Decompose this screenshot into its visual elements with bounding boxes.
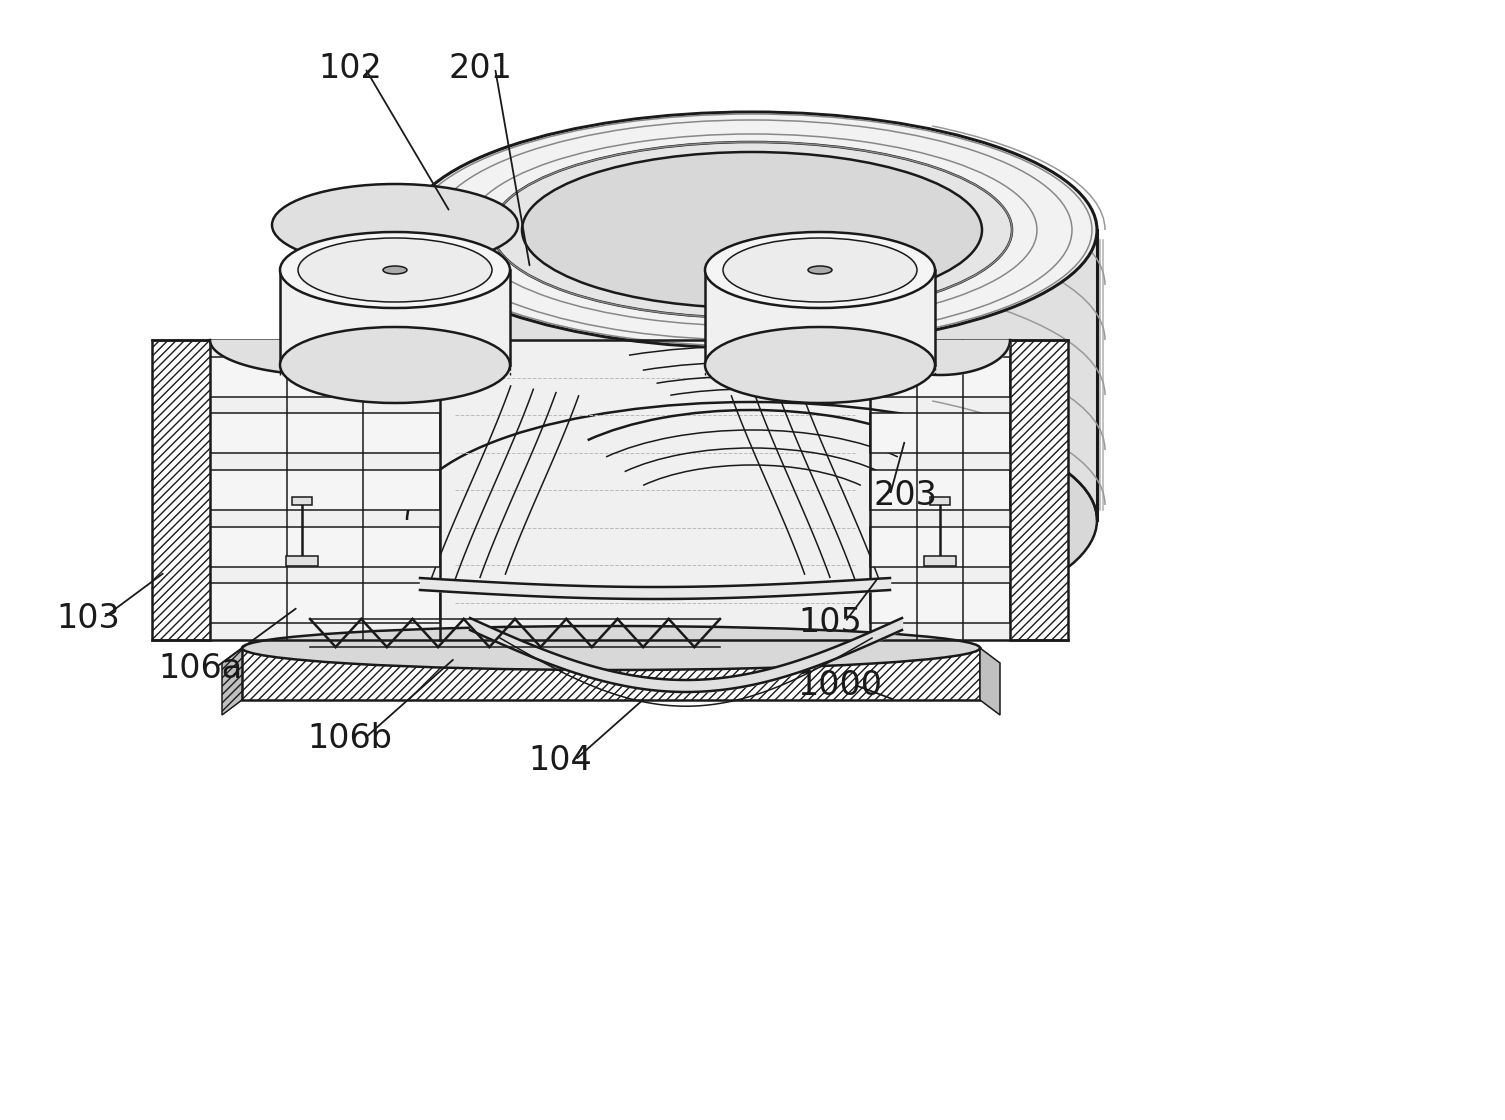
Ellipse shape <box>492 142 1011 318</box>
Ellipse shape <box>704 232 935 308</box>
Polygon shape <box>1010 340 1069 640</box>
Ellipse shape <box>522 152 981 308</box>
Ellipse shape <box>280 232 510 308</box>
Ellipse shape <box>406 112 1097 348</box>
Polygon shape <box>211 356 439 396</box>
Ellipse shape <box>722 239 917 302</box>
Text: 104: 104 <box>528 744 591 776</box>
Text: 106a: 106a <box>158 652 242 684</box>
Ellipse shape <box>272 184 518 267</box>
Polygon shape <box>406 230 1097 520</box>
Polygon shape <box>704 270 935 365</box>
Polygon shape <box>211 584 439 624</box>
Polygon shape <box>924 556 956 566</box>
Polygon shape <box>292 497 312 505</box>
Polygon shape <box>439 340 870 640</box>
Text: 106b: 106b <box>307 721 393 755</box>
Ellipse shape <box>697 184 944 267</box>
Ellipse shape <box>808 267 832 274</box>
Polygon shape <box>211 470 439 510</box>
Polygon shape <box>242 648 980 700</box>
Polygon shape <box>152 340 1069 640</box>
Text: 102: 102 <box>318 52 382 84</box>
Ellipse shape <box>280 327 510 403</box>
Polygon shape <box>980 648 999 715</box>
Polygon shape <box>286 556 318 566</box>
Text: 203: 203 <box>873 478 938 512</box>
Ellipse shape <box>298 239 492 302</box>
Polygon shape <box>223 648 242 715</box>
Ellipse shape <box>704 327 935 403</box>
Polygon shape <box>211 526 439 567</box>
Text: 103: 103 <box>56 601 120 635</box>
Text: 105: 105 <box>798 606 862 638</box>
Polygon shape <box>870 470 1010 510</box>
Polygon shape <box>870 584 1010 624</box>
Polygon shape <box>152 340 211 640</box>
Polygon shape <box>211 413 439 454</box>
Polygon shape <box>870 413 1010 454</box>
Ellipse shape <box>382 267 406 274</box>
Ellipse shape <box>406 402 1097 638</box>
Polygon shape <box>870 356 1010 396</box>
Text: 1000: 1000 <box>798 669 882 701</box>
Polygon shape <box>930 497 950 505</box>
Polygon shape <box>870 526 1010 567</box>
Polygon shape <box>280 270 510 365</box>
Ellipse shape <box>242 626 980 670</box>
Text: 201: 201 <box>448 52 512 84</box>
